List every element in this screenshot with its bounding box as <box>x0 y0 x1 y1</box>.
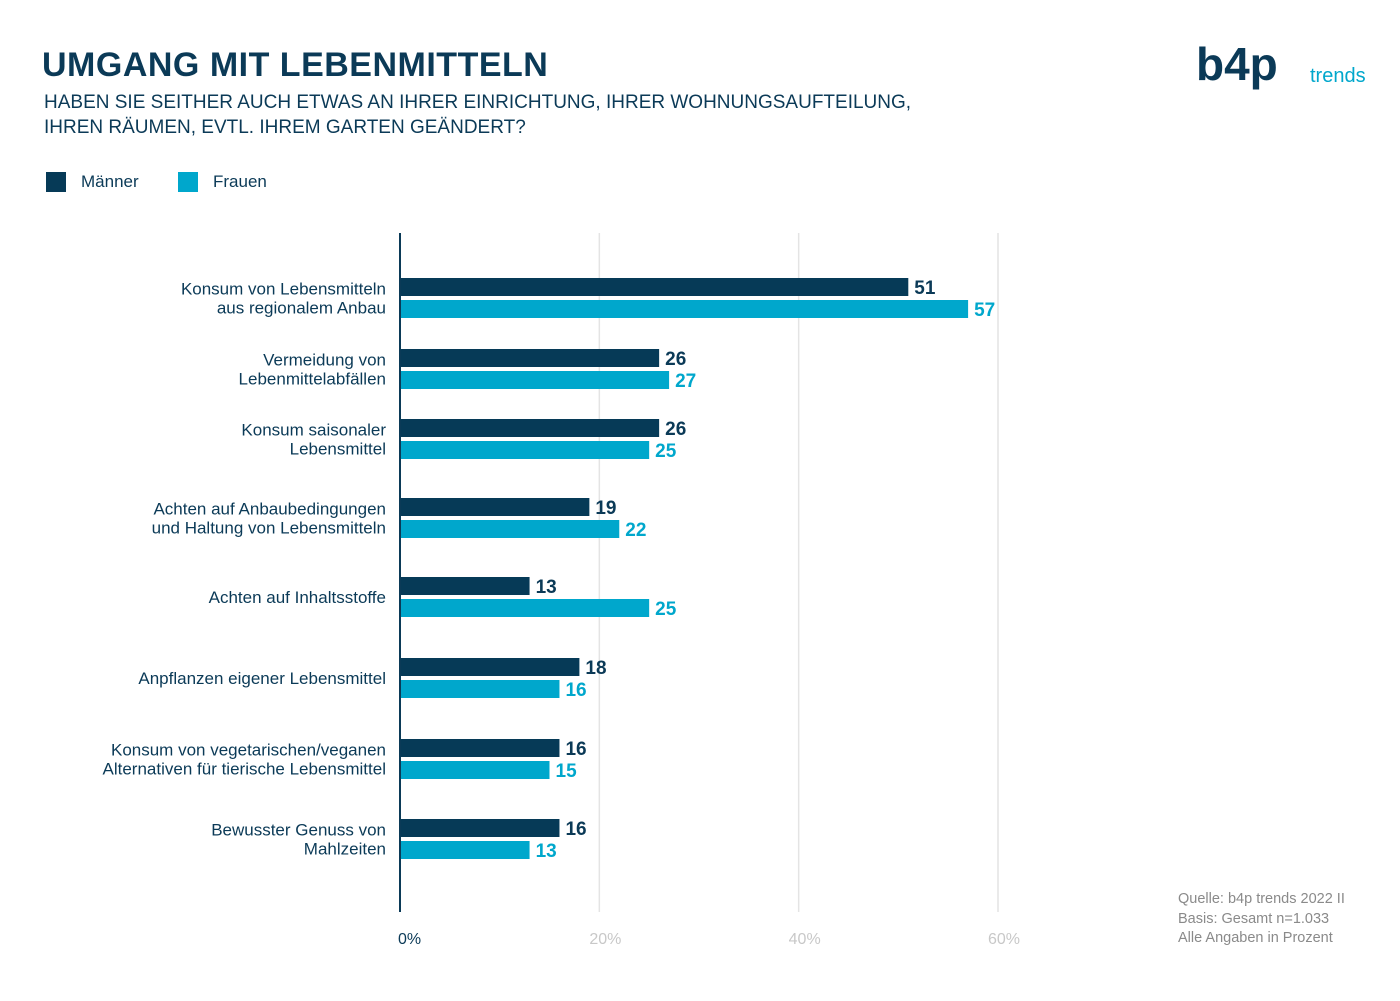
category-label-8-line-2: Mahlzeiten <box>304 840 386 859</box>
category-label-6-line-1: Anpflanzen eigener Lebensmittel <box>138 669 386 688</box>
x-tick-label-0: 0% <box>398 931 421 948</box>
value-label-frauen-4: 22 <box>625 520 646 541</box>
logo-sub-text: trends <box>1310 65 1366 87</box>
bar-maenner-7 <box>400 739 560 757</box>
bar-frauen-5 <box>400 599 650 617</box>
source-line: Quelle: b4p trends 2022 II <box>1178 891 1345 907</box>
category-label-1-line-1: Konsum von Lebensmitteln <box>181 280 386 299</box>
value-label-frauen-3: 25 <box>655 441 677 462</box>
value-label-frauen-6: 16 <box>565 680 586 701</box>
value-label-frauen-1: 57 <box>974 300 995 321</box>
value-label-maenner-6: 18 <box>585 658 606 679</box>
bar-maenner-6 <box>400 658 580 676</box>
source-note: Quelle: b4p trends 2022 II Basis: Gesamt… <box>1178 890 1345 949</box>
bar-frauen-6 <box>400 680 560 698</box>
legend-label-maenner: Männer <box>81 172 139 191</box>
bar-frauen-2 <box>400 371 670 389</box>
value-label-maenner-8: 16 <box>565 819 586 840</box>
category-label-8-line-1: Bewusster Genuss von <box>211 821 386 840</box>
subtitle-line-1: HABEN SIE SEITHER AUCH ETWAS AN IHRER EI… <box>44 92 912 113</box>
bar-frauen-7 <box>400 761 550 779</box>
bar-maenner-2 <box>400 349 660 367</box>
legend-swatch-frauen <box>178 172 198 192</box>
value-label-maenner-1: 51 <box>914 278 936 299</box>
b4p-trends-logo: b4p trends <box>1196 38 1366 90</box>
value-label-frauen-2: 27 <box>675 371 696 392</box>
category-label-3-line-1: Konsum saisonaler <box>241 421 386 440</box>
bar-frauen-1 <box>400 300 969 318</box>
legend-swatch-maenner <box>46 172 66 192</box>
bar-frauen-4 <box>400 520 620 538</box>
x-tick-label-60: 60% <box>988 931 1020 948</box>
value-label-maenner-2: 26 <box>665 349 686 370</box>
value-label-frauen-5: 25 <box>655 599 677 620</box>
value-label-frauen-7: 15 <box>556 761 578 782</box>
value-label-maenner-7: 16 <box>565 739 586 760</box>
value-label-maenner-3: 26 <box>665 419 686 440</box>
chart-title: UMGANG MIT LEBENMITTELN <box>42 46 549 84</box>
x-tick-label-20: 20% <box>589 931 621 948</box>
category-label-1-line-2: aus regionalem Anbau <box>217 299 386 318</box>
bar-maenner-3 <box>400 419 660 437</box>
subtitle-line-2: IHREN RÄUMEN, EVTL. IHREM GARTEN GEÄNDER… <box>44 117 526 138</box>
bar-maenner-1 <box>400 278 909 296</box>
category-label-2-line-1: Vermeidung von <box>263 351 386 370</box>
category-label-3-line-2: Lebensmittel <box>290 440 386 459</box>
category-label-2-line-2: Lebenmittelabfällen <box>239 370 386 389</box>
bar-maenner-4 <box>400 498 590 516</box>
x-tick-label-40: 40% <box>789 931 821 948</box>
category-label-4-line-2: und Haltung von Lebensmitteln <box>152 519 386 538</box>
category-label-4-line-1: Achten auf Anbaubedingungen <box>153 500 386 519</box>
category-label-5-line-1: Achten auf Inhaltsstoffe <box>209 588 386 607</box>
value-label-maenner-5: 13 <box>536 577 557 598</box>
bar-frauen-8 <box>400 841 530 859</box>
value-label-frauen-8: 13 <box>536 841 557 862</box>
bar-frauen-3 <box>400 441 650 459</box>
basis-line: Basis: Gesamt n=1.033 <box>1178 910 1330 927</box>
chart-subtitle: HABEN SIE SEITHER AUCH ETWAS AN IHRER EI… <box>44 90 1004 140</box>
legend-label-frauen: Frauen <box>213 172 267 191</box>
bar-maenner-5 <box>400 577 530 595</box>
bar-maenner-8 <box>400 819 560 837</box>
unit-line: Alle Angaben in Prozent <box>1178 930 1333 946</box>
category-label-7-line-2: Alternativen für tierische Lebensmittel <box>103 760 386 779</box>
logo-main-text: b4p <box>1196 38 1278 90</box>
category-label-7-line-1: Konsum von vegetarischen/veganen <box>111 741 386 760</box>
value-label-maenner-4: 19 <box>595 498 616 519</box>
